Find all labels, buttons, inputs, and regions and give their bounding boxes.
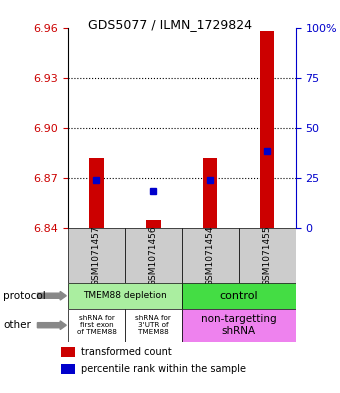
Text: GSM1071456: GSM1071456: [149, 225, 158, 286]
Bar: [61, 364, 75, 374]
Bar: [68, 283, 182, 309]
Text: GDS5077 / ILMN_1729824: GDS5077 / ILMN_1729824: [88, 18, 252, 31]
Bar: [68, 228, 125, 283]
Text: GSM1071457: GSM1071457: [92, 225, 101, 286]
Bar: [239, 228, 296, 283]
Bar: [182, 228, 239, 283]
Text: protocol: protocol: [3, 291, 46, 301]
Bar: [125, 309, 182, 342]
Text: GSM1071454: GSM1071454: [206, 225, 215, 286]
Text: other: other: [3, 320, 31, 330]
Text: non-targetting
shRNA: non-targetting shRNA: [201, 314, 277, 336]
Bar: [182, 309, 296, 342]
Bar: [125, 228, 182, 283]
Bar: [146, 220, 160, 228]
Bar: [203, 158, 218, 228]
Text: shRNA for
3'UTR of
TMEM88: shRNA for 3'UTR of TMEM88: [135, 315, 171, 335]
Text: GSM1071455: GSM1071455: [263, 225, 272, 286]
Bar: [68, 309, 125, 342]
Text: shRNA for
first exon
of TMEM88: shRNA for first exon of TMEM88: [76, 315, 116, 335]
Bar: [182, 283, 296, 309]
Bar: [89, 158, 104, 228]
Bar: [260, 31, 274, 228]
Bar: [61, 347, 75, 357]
Text: TMEM88 depletion: TMEM88 depletion: [83, 291, 167, 300]
Text: percentile rank within the sample: percentile rank within the sample: [81, 364, 246, 374]
Text: transformed count: transformed count: [81, 347, 172, 357]
Text: control: control: [220, 291, 258, 301]
